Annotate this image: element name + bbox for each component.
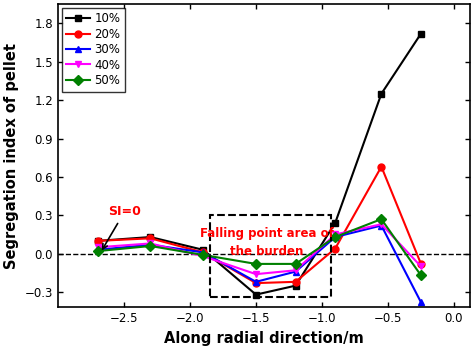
10% <box>293 284 299 288</box>
40% <box>379 222 384 226</box>
50% <box>201 253 206 257</box>
30% <box>253 280 259 284</box>
40% <box>293 268 299 272</box>
50% <box>95 249 100 253</box>
Bar <box>210 215 331 297</box>
30% <box>379 223 384 228</box>
30% <box>418 300 424 304</box>
Line: 30%: 30% <box>94 222 424 306</box>
Y-axis label: Segregation index of pellet: Segregation index of pellet <box>4 43 19 269</box>
30% <box>95 248 100 252</box>
30% <box>332 235 338 239</box>
20% <box>95 239 100 243</box>
20% <box>147 236 153 240</box>
10% <box>95 239 100 243</box>
40% <box>418 264 424 268</box>
40% <box>147 241 153 246</box>
10% <box>418 32 424 36</box>
Line: 50%: 50% <box>94 216 424 279</box>
50% <box>253 262 259 266</box>
Line: 10%: 10% <box>94 30 424 298</box>
20% <box>293 280 299 284</box>
30% <box>147 243 153 247</box>
40% <box>253 272 259 276</box>
50% <box>147 244 153 248</box>
40% <box>332 232 338 237</box>
50% <box>332 235 338 239</box>
10% <box>379 92 384 96</box>
Text: SI=0: SI=0 <box>102 205 141 249</box>
10% <box>332 221 338 225</box>
Text: Falling point area of
the burden: Falling point area of the burden <box>200 227 334 258</box>
20% <box>379 164 384 169</box>
40% <box>201 254 206 258</box>
X-axis label: Along radial direction/m: Along radial direction/m <box>164 331 364 346</box>
30% <box>201 250 206 254</box>
10% <box>253 293 259 297</box>
50% <box>293 262 299 266</box>
20% <box>418 262 424 266</box>
20% <box>253 281 259 285</box>
20% <box>201 250 206 254</box>
20% <box>332 246 338 251</box>
Legend: 10%, 20%, 30%, 40%, 50%: 10%, 20%, 30%, 40%, 50% <box>62 8 125 92</box>
Line: 40%: 40% <box>94 221 424 278</box>
10% <box>147 235 153 239</box>
50% <box>379 217 384 221</box>
30% <box>293 270 299 274</box>
40% <box>95 245 100 250</box>
50% <box>418 273 424 278</box>
10% <box>201 248 206 252</box>
Line: 20%: 20% <box>94 163 424 287</box>
